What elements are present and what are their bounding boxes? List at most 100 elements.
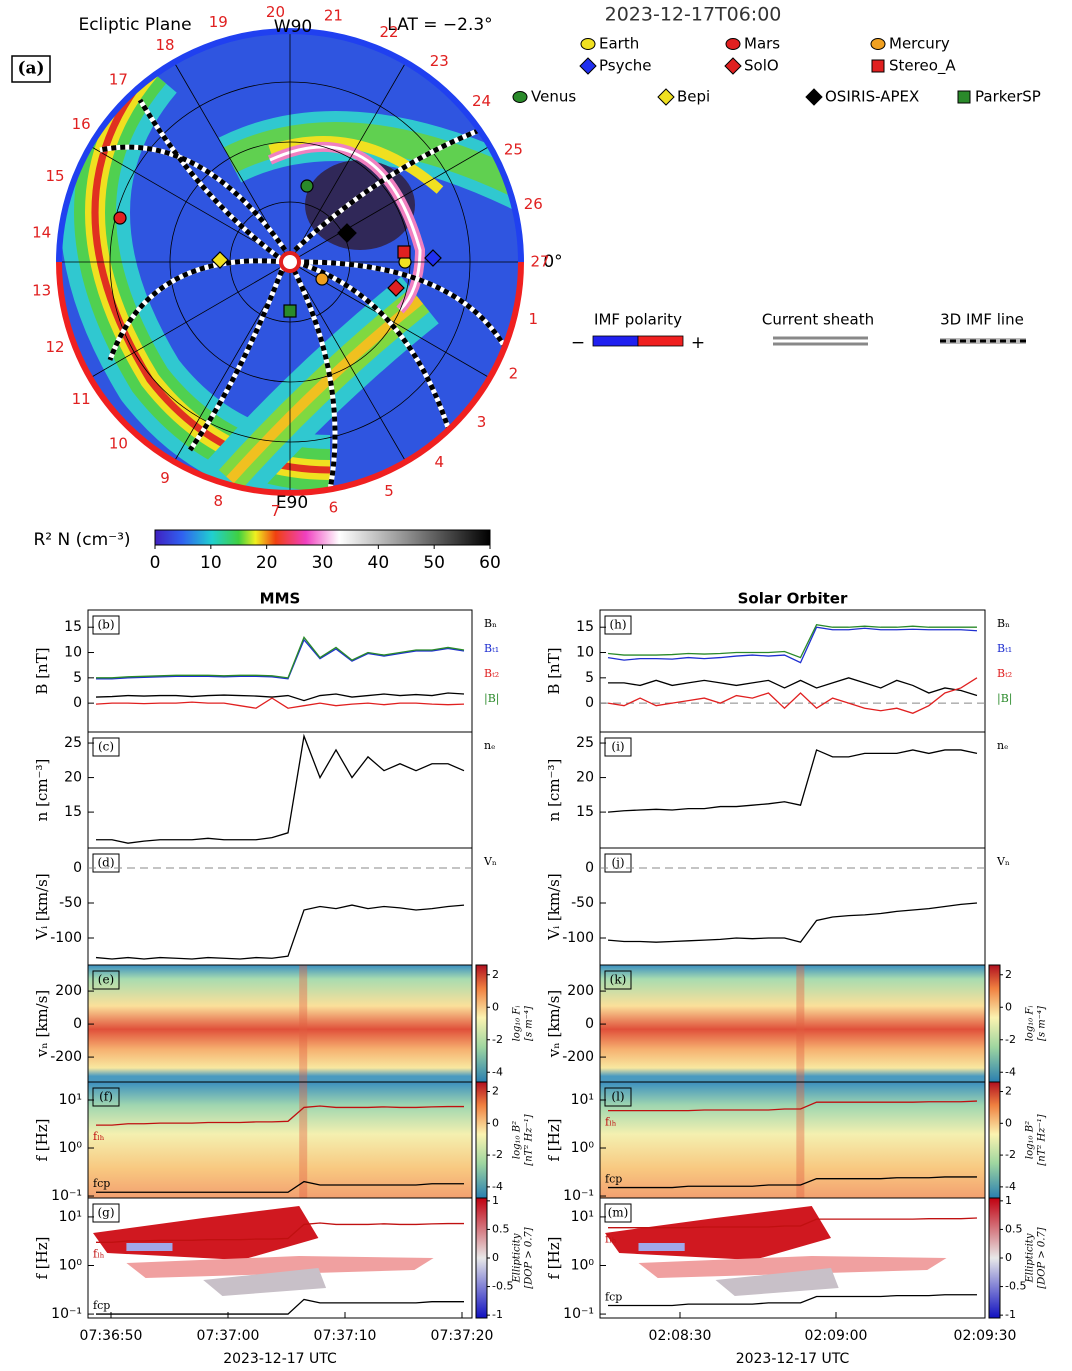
colorbar-tick-label: 0 (1005, 1251, 1012, 1264)
boundary-top (56, 28, 524, 263)
colorbar-label: Ellipticity (1025, 1233, 1036, 1283)
colorbar-tick-label: -2 (492, 1148, 503, 1161)
series-line (96, 733, 465, 844)
sector-number: 18 (155, 36, 174, 54)
imf-neg (592, 335, 639, 347)
imf-line-label: 3D IMF line (940, 311, 1024, 329)
legend-label: Psyche (599, 57, 651, 75)
y-axis-label: B [nT] (545, 647, 563, 694)
panel-label: (d) (97, 856, 114, 870)
series-legend: fcp (605, 1173, 622, 1186)
colorbar-units: [nT² Hz⁻¹] (1037, 1114, 1048, 1165)
spectrogram (600, 965, 985, 1082)
panel-label: (m) (608, 1206, 629, 1220)
panel-label: (a) (17, 59, 44, 79)
colorbar (475, 964, 488, 1083)
y-tick-label: -200 (50, 1049, 82, 1065)
label-box (92, 615, 120, 635)
legend-label: Stereo_A (889, 57, 956, 76)
series-legend: fcp (93, 1299, 110, 1312)
y-tick-label: 10⁻¹ (51, 1306, 82, 1322)
ellipticity (203, 1268, 327, 1296)
colorbar-tick-label: 0 (1005, 1116, 1012, 1129)
ellipticity (93, 1206, 319, 1260)
bodies (113, 179, 442, 318)
y-tick-label: 10¹ (571, 1092, 594, 1108)
legend-label: Mercury (889, 35, 950, 53)
y-tick-label: -200 (562, 1049, 594, 1065)
spectrogram-shock (796, 965, 805, 1082)
y-tick-label: 0 (73, 1016, 82, 1032)
sector-number: 11 (72, 390, 91, 408)
sector-number: 25 (504, 140, 523, 158)
y-tick-label: 10⁻¹ (563, 1306, 594, 1322)
sector-number: 2 (509, 365, 519, 383)
imf-plus: + (691, 333, 705, 353)
sector-number: 10 (109, 434, 128, 452)
panel-frame (87, 609, 473, 733)
spectrogram-shock (796, 1082, 805, 1198)
y-tick-label: 15 (64, 619, 82, 635)
date: 2023-12-17T06:00 (605, 4, 782, 26)
y-tick-label: 10⁻¹ (563, 1188, 594, 1204)
ellipticity (126, 1243, 173, 1251)
y-tick-label: 20 (64, 770, 82, 786)
colorbar-tick-label: 1 (492, 1194, 499, 1207)
y-tick-label: 15 (576, 619, 594, 635)
spectrogram-shock (299, 965, 308, 1082)
series-legend: Vₙ (996, 855, 1010, 868)
sector-number: 23 (430, 52, 449, 70)
colorbar (988, 1081, 1001, 1199)
series-line (607, 623, 977, 659)
panel-frame (87, 1197, 473, 1319)
ellipticity (715, 1268, 839, 1296)
colorbar (154, 529, 491, 546)
colorbar-tick-label: 0 (492, 1116, 499, 1129)
top-label: W90 (274, 17, 312, 37)
spectrogram (88, 1082, 472, 1198)
y-tick-label: 10¹ (59, 1092, 82, 1108)
legend-label: ParkerSP (975, 88, 1041, 106)
y-axis-label: f [Hz] (545, 1118, 563, 1161)
panel-label: (i) (611, 740, 624, 754)
ellipticity (638, 1243, 685, 1251)
sector-number: 9 (160, 469, 170, 487)
x-axis-label: 2023-12-17 UTC (223, 1351, 337, 1367)
imf-minus: − (571, 333, 585, 353)
y-tick-label: 0 (73, 860, 82, 876)
ellipticity (638, 1256, 947, 1278)
y-tick-label: -50 (571, 895, 594, 911)
sector-number: 1 (528, 310, 538, 328)
sector-number: 20 (266, 3, 285, 21)
colorbar-label: log₁₀ B² (512, 1121, 523, 1159)
y-axis-label: n [cm⁻³] (545, 759, 563, 822)
spectrogram (600, 1082, 985, 1198)
x-tick-label: 07:37:00 (197, 1328, 260, 1344)
panel-label: (j) (611, 856, 624, 870)
sector-number: 8 (214, 492, 224, 510)
series-line (608, 1176, 977, 1189)
y-tick-label: 15 (576, 804, 594, 820)
y-tick-label: 20 (576, 770, 594, 786)
legend-marker (725, 38, 741, 50)
y-axis-label: f [Hz] (545, 1236, 563, 1279)
y-tick-label: -100 (562, 930, 594, 946)
series-legend: Vₙ (483, 855, 497, 868)
y-tick-label: 10 (576, 645, 594, 661)
legend-marker (580, 38, 596, 50)
colorbar-ticks: 0 10 20 30 40 50 60 (150, 545, 501, 573)
panel-frame (599, 609, 986, 733)
label-box (604, 970, 632, 990)
y-tick-label: 10¹ (571, 1209, 594, 1225)
colorbar-tick-label: -2 (1005, 1033, 1016, 1046)
panel-label: (b) (97, 618, 114, 632)
series-line (608, 1294, 977, 1307)
colorbar (988, 964, 1001, 1083)
colorbar-label: Ellipticity (512, 1233, 523, 1283)
spectrogram (88, 965, 472, 1082)
panel-frame (87, 847, 473, 966)
legend-label: Venus (531, 88, 576, 106)
label-box (604, 853, 632, 873)
panel-label: (l) (611, 1090, 624, 1104)
